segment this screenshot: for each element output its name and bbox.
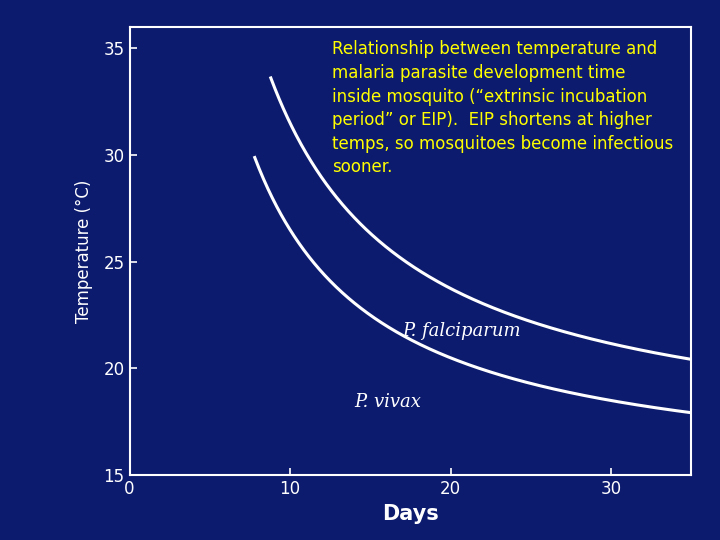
Text: P. falciparum: P. falciparum — [402, 322, 521, 341]
Text: Relationship between temperature and
malaria parasite development time
inside mo: Relationship between temperature and mal… — [332, 40, 673, 177]
X-axis label: Days: Days — [382, 504, 438, 524]
Text: P. vivax: P. vivax — [354, 393, 421, 411]
Y-axis label: Temperature (°C): Temperature (°C) — [74, 179, 92, 323]
